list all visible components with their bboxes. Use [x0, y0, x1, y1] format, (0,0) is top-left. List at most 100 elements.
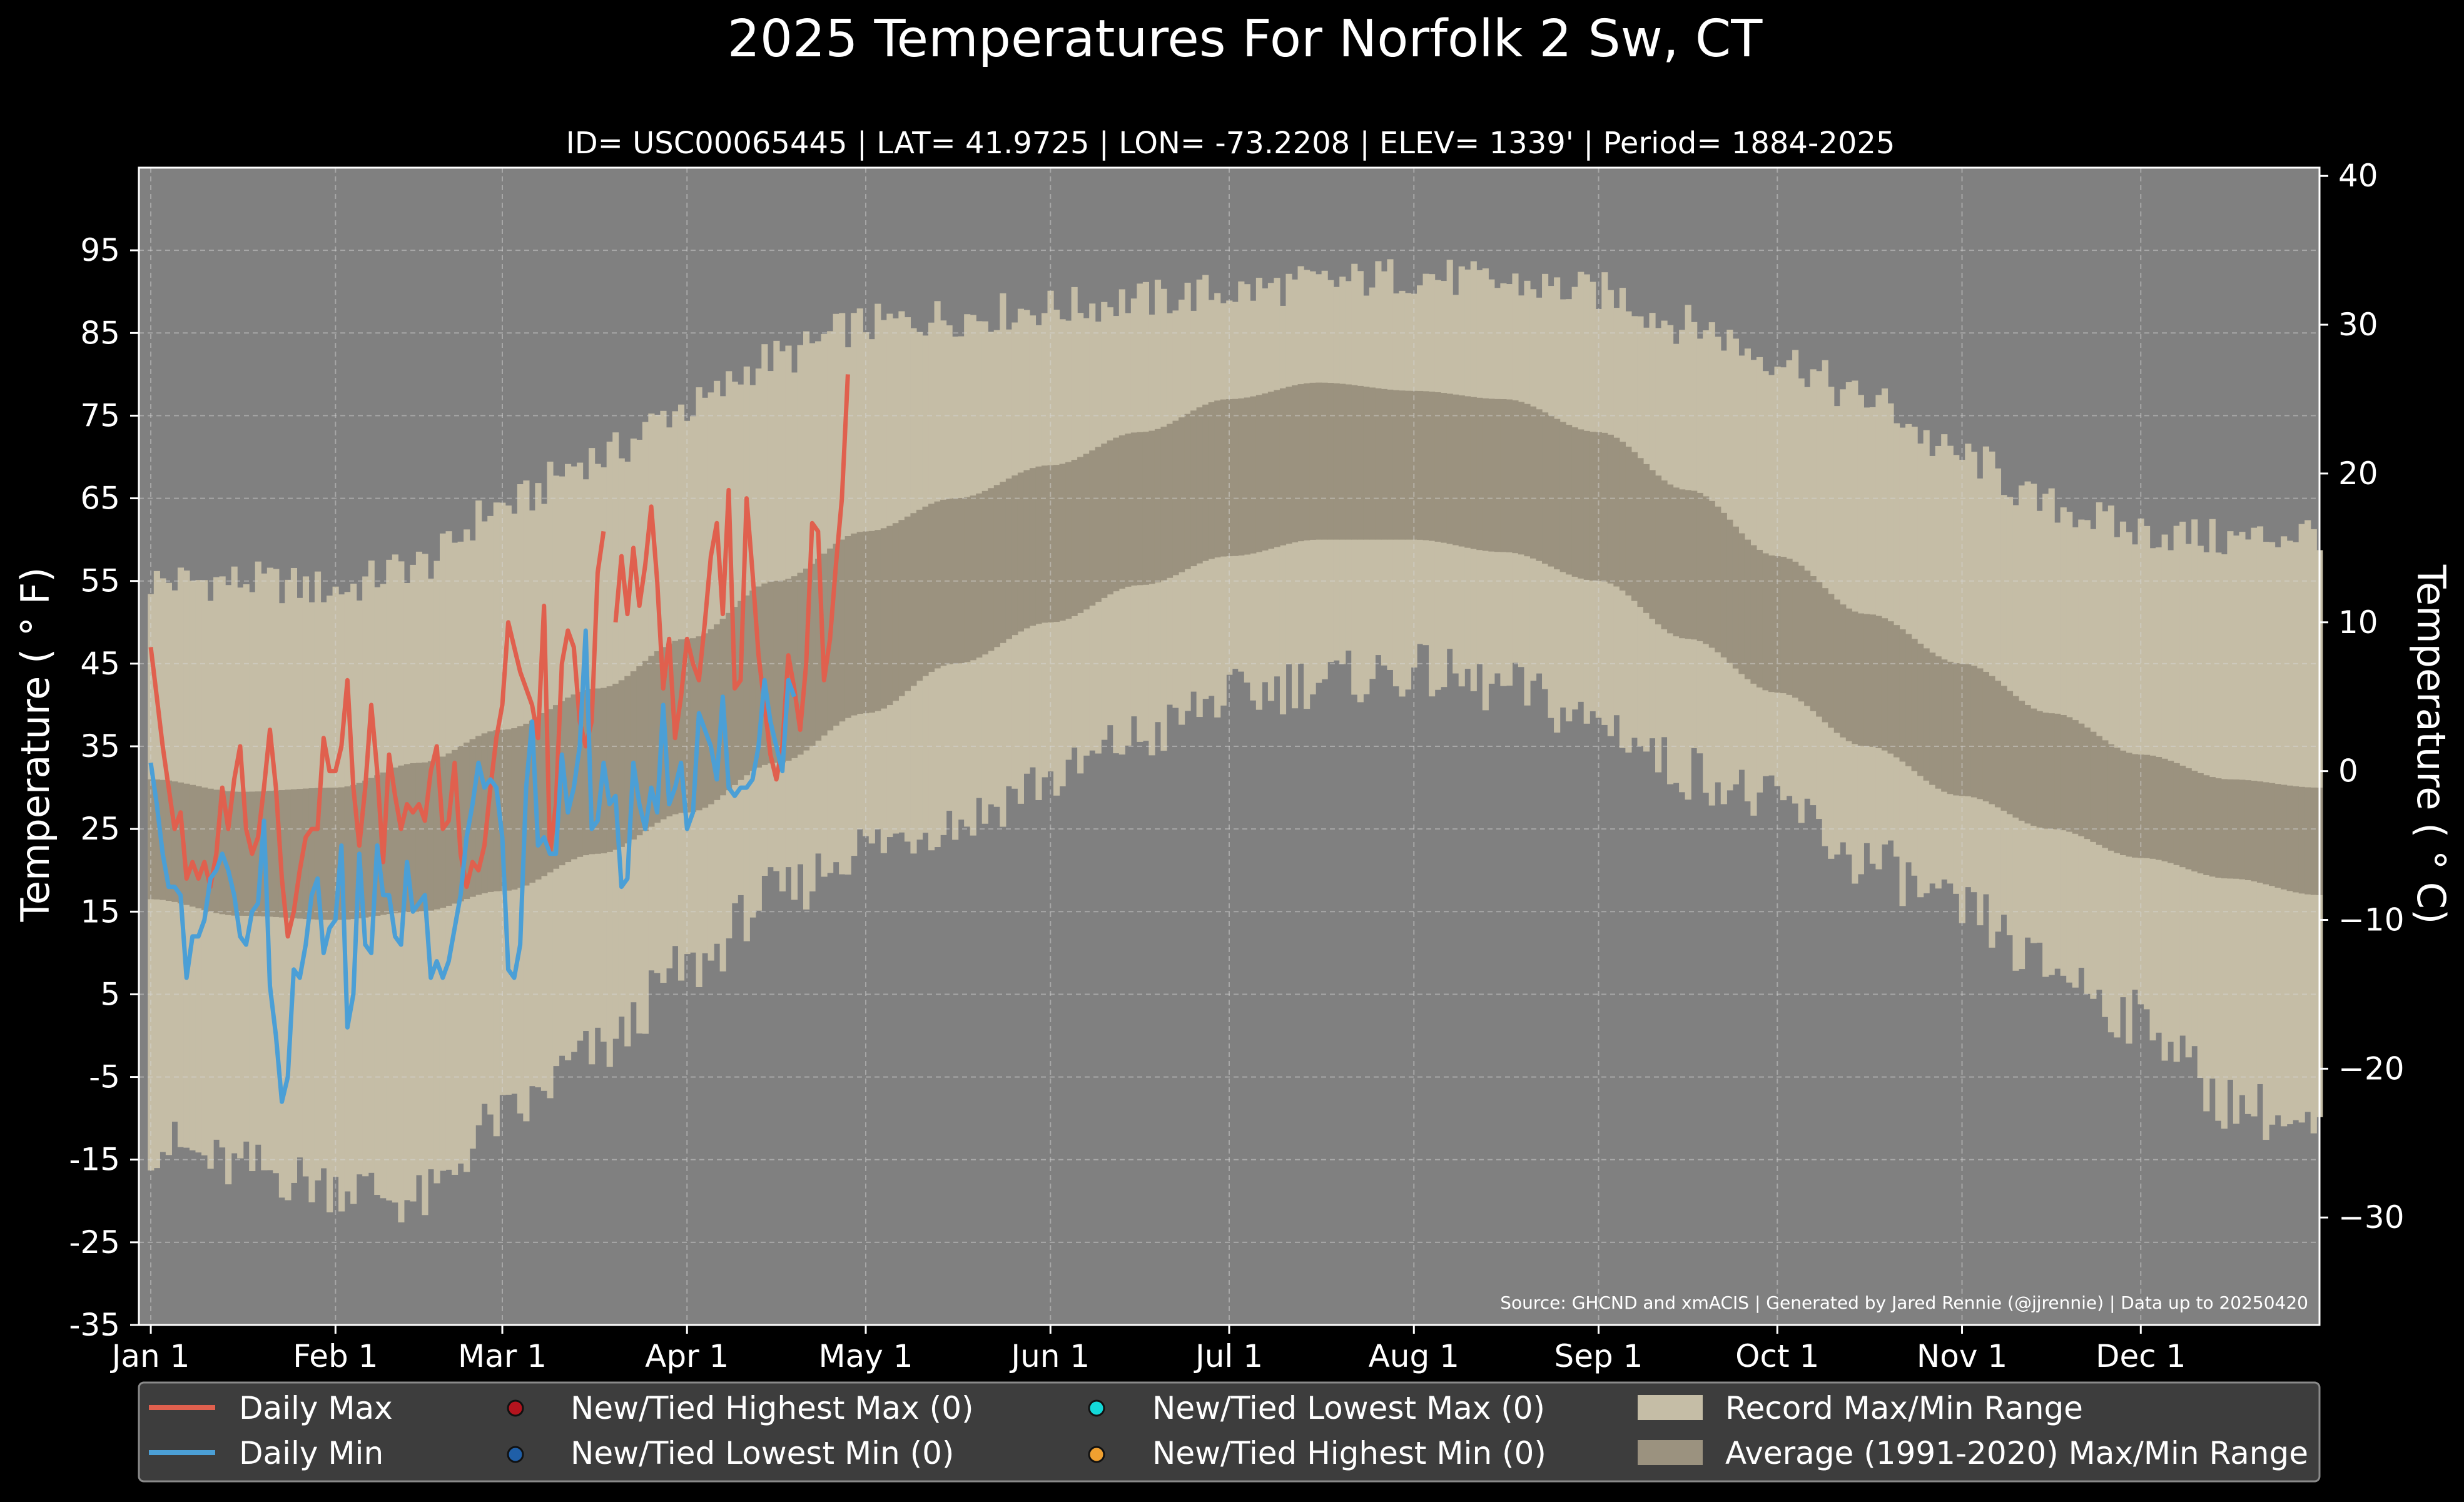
average-range-bar	[1601, 432, 1608, 582]
average-range-bar	[2239, 779, 2246, 880]
average-range-bar	[886, 525, 893, 706]
average-range-bar	[2304, 787, 2311, 895]
average-range-bar	[320, 788, 327, 920]
average-range-bar	[666, 643, 673, 817]
y-tick-label-right: −10	[2338, 902, 2405, 938]
legend-highest-min-marker	[1088, 1446, 1105, 1463]
average-range-bar	[1041, 465, 1048, 623]
average-range-bar	[1970, 666, 1977, 798]
average-range-bar	[755, 586, 762, 768]
record-range-bar	[1982, 446, 1989, 895]
legend-lowest-min-marker	[507, 1446, 524, 1463]
average-range-bar	[481, 733, 488, 893]
average-range-bar	[2256, 781, 2264, 883]
average-range-bar	[1911, 639, 1918, 771]
average-range-bar	[1005, 478, 1012, 639]
average-range-bar	[2197, 773, 2204, 874]
average-range-bar	[493, 730, 500, 891]
average-range-bar	[1482, 398, 1489, 551]
average-range-bar	[1524, 403, 1531, 557]
average-range-bar	[839, 539, 846, 722]
average-range-bar	[916, 509, 923, 681]
average-range-bar	[153, 779, 160, 900]
average-range-bar	[1190, 410, 1197, 567]
daily-min-line	[148, 628, 796, 1104]
legend-highest-max: New/Tied Highest Max (0)	[570, 1390, 974, 1426]
average-range-bar	[618, 680, 625, 847]
average-range-bar	[1822, 588, 1828, 723]
average-range-bar	[1404, 390, 1412, 540]
average-range-bar	[2221, 779, 2228, 879]
average-range-bar	[981, 490, 988, 655]
average-range-bar	[511, 728, 518, 890]
average-range-bar	[1250, 396, 1257, 554]
x-tick-label: Feb 1	[293, 1338, 378, 1374]
y-tick-label-left: 25	[80, 811, 120, 847]
average-range-bar	[1232, 398, 1239, 556]
average-range-bar	[517, 726, 524, 888]
y-axis-left: 95 85 75 65 55 45 35 25 15 5 -5 -15 -25 -35	[69, 232, 139, 1343]
average-range-bar	[1101, 444, 1108, 598]
average-range-bar	[427, 761, 435, 911]
average-range-bar	[1047, 465, 1054, 622]
x-tick-label: Sep 1	[1554, 1338, 1643, 1374]
average-range-bar	[2203, 775, 2210, 875]
average-range-bar	[636, 666, 643, 836]
average-range-bar	[964, 497, 971, 662]
average-range-bar	[177, 782, 185, 904]
average-range-bar	[165, 780, 172, 901]
average-range-bar	[2107, 744, 2115, 851]
average-range-bar	[1774, 556, 1781, 693]
average-range-bar	[1137, 432, 1143, 586]
average-range-bar	[1941, 659, 1948, 792]
average-range-bar	[1929, 652, 1936, 785]
average-range-bar	[1780, 557, 1787, 694]
average-range-bar	[2126, 753, 2132, 857]
y-tick-label-left: 15	[80, 893, 120, 930]
y-tick-label-left: 35	[80, 728, 120, 764]
average-range-bar	[1422, 391, 1429, 540]
average-range-bar	[1017, 472, 1025, 632]
average-range-bar	[1631, 452, 1638, 601]
y-axis-right: 40 30 20 10 0 −10 −20 −30	[2320, 158, 2405, 1236]
y-tick-label-left: 75	[80, 397, 120, 434]
average-range-bar	[1959, 663, 1965, 796]
y-tick-label-left: 55	[80, 563, 120, 599]
average-range-bar	[1506, 399, 1513, 552]
average-range-bar	[1434, 392, 1441, 542]
average-range-bar	[2024, 705, 2031, 824]
average-range-bar	[1166, 424, 1174, 578]
average-range-bar	[714, 624, 721, 800]
average-range-bar	[910, 513, 917, 686]
average-range-bar	[1589, 432, 1596, 581]
average-range-bar	[1947, 661, 1954, 794]
legend-record-range-swatch	[1638, 1395, 1703, 1420]
average-range-bar	[731, 607, 738, 785]
average-range-bar	[1893, 625, 1900, 758]
average-range-bar	[302, 788, 310, 920]
average-range-bar	[2191, 771, 2198, 872]
average-range-bar	[1441, 393, 1447, 543]
average-range-bar	[1703, 496, 1710, 644]
average-range-bar	[928, 504, 935, 672]
grid-lines	[139, 168, 2320, 1325]
average-range-bar	[207, 788, 214, 912]
average-range-bar	[2310, 787, 2317, 895]
average-range-bar	[297, 789, 303, 919]
average-range-bar	[1488, 398, 1495, 552]
average-range-bar	[231, 791, 238, 916]
average-range-bar	[1107, 440, 1113, 595]
y-tick-label-right: 20	[2338, 455, 2378, 492]
average-range-bar	[1304, 383, 1311, 540]
average-range-bar	[1476, 397, 1483, 551]
average-range-bar	[1417, 390, 1424, 540]
y-tick-label-right: −30	[2338, 1199, 2405, 1236]
average-range-bar	[1833, 599, 1840, 733]
average-range-bar	[1691, 490, 1698, 640]
average-range-bar	[327, 788, 333, 920]
average-range-bar	[833, 544, 839, 726]
average-range-bar	[1899, 629, 1906, 762]
average-range-bar	[1089, 450, 1096, 606]
average-range-bar	[183, 783, 190, 905]
average-range-bar	[1262, 393, 1269, 551]
